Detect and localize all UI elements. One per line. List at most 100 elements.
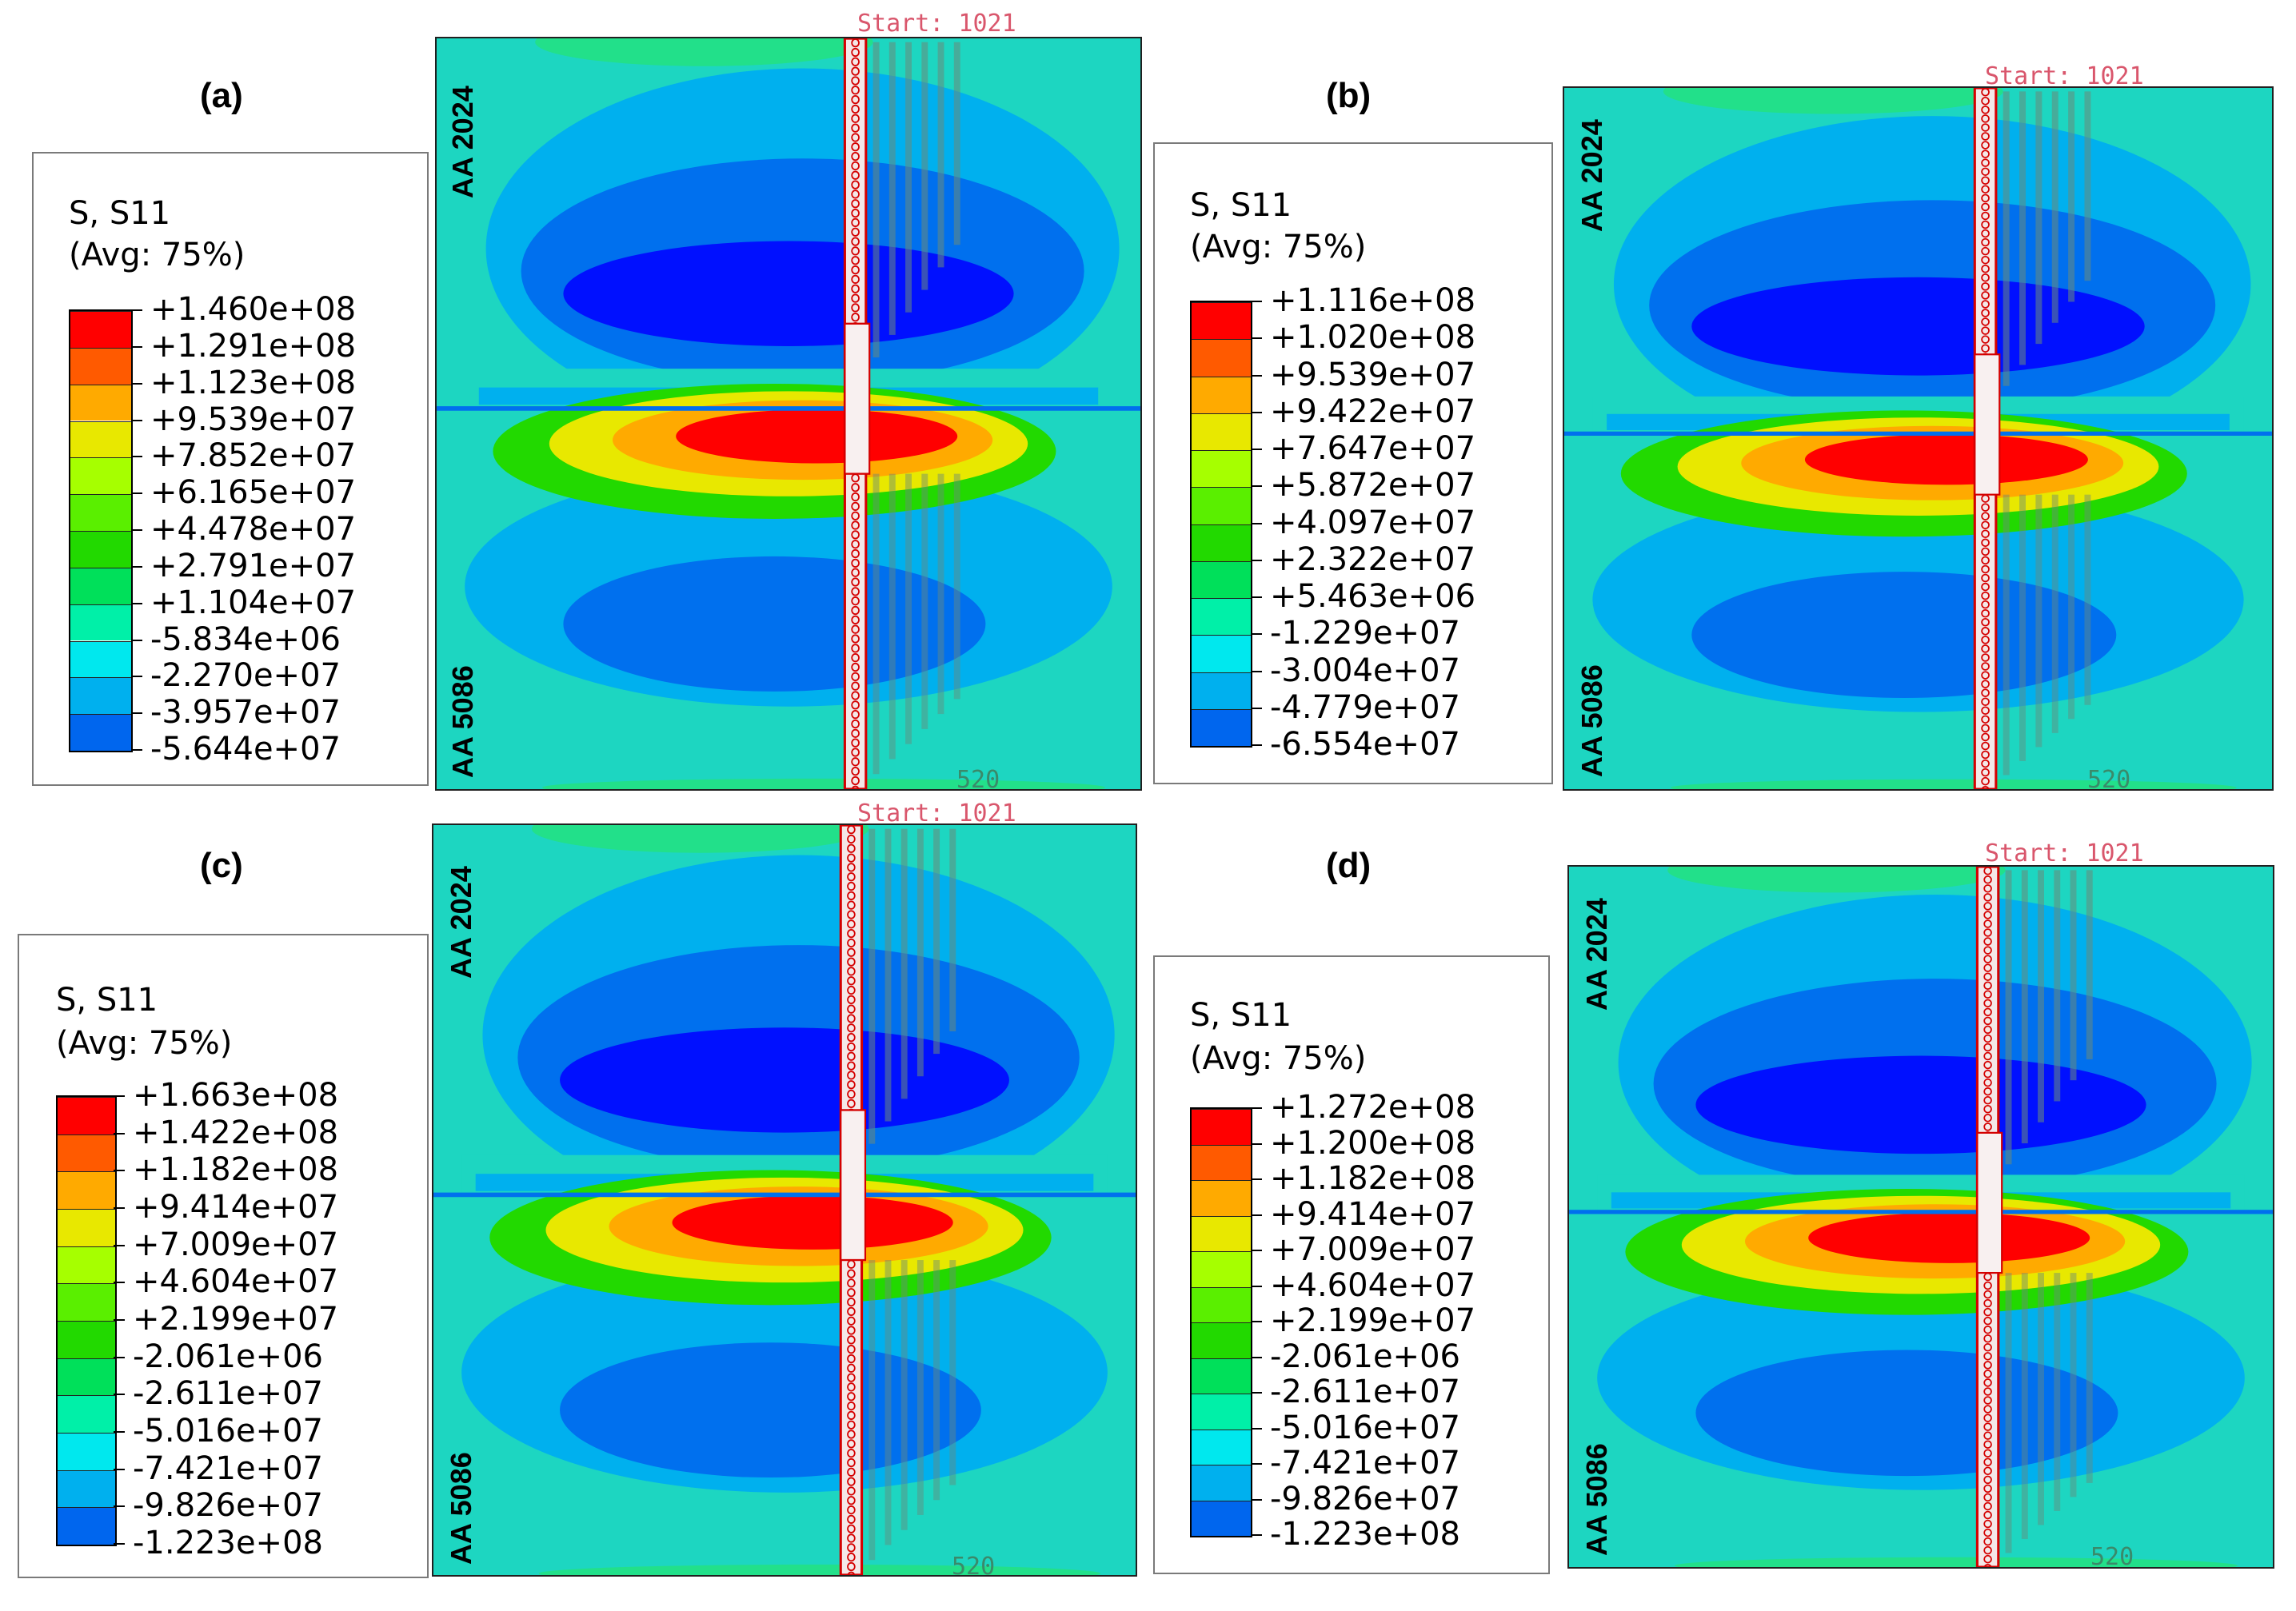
seam-node <box>851 114 860 123</box>
seam-node <box>851 47 860 58</box>
seam-node <box>1981 97 1990 106</box>
node-label-column <box>2003 494 2010 776</box>
upper-zone-core <box>560 1027 1009 1133</box>
top-edge-zone <box>535 38 873 66</box>
legend-subtitle-b: (Avg: 75%) <box>1190 229 1367 265</box>
seam-node <box>851 738 860 748</box>
legend-value: +4.604e+07 <box>1270 1266 1476 1304</box>
seam-node <box>851 86 860 95</box>
legend-tick <box>1251 411 1262 413</box>
seam-node <box>847 1496 856 1505</box>
seam-node <box>851 568 860 577</box>
seam-node <box>851 313 860 322</box>
legend-tick <box>131 565 142 568</box>
seam-node <box>847 1524 856 1533</box>
seam-node <box>847 995 856 1004</box>
seam-node <box>851 492 860 502</box>
legend-value: +1.104e+07 <box>150 584 357 621</box>
seam-node <box>847 947 856 957</box>
legend-swatch <box>1192 1429 1251 1465</box>
legend-values-d: +1.272e+08 +1.200e+08 +1.182e+08 +9.414e+07… <box>1251 1089 1535 1557</box>
legend-swatch <box>1192 413 1251 450</box>
legend-value: +5.872e+07 <box>1270 467 1476 504</box>
legend-value: +9.414e+07 <box>133 1189 339 1226</box>
seam-node <box>847 1004 856 1014</box>
legend-tick <box>1251 1214 1262 1216</box>
material-label-bottom-d: AA 5086 <box>1580 1443 1613 1556</box>
legend-value: -5.834e+06 <box>150 620 341 658</box>
legend-d: S, S11 (Avg: 75%) +1.272e+08 +1.200e+08 +1… <box>1153 955 1550 1574</box>
legend-swatch <box>70 714 131 751</box>
legend-tick <box>1251 1250 1262 1251</box>
legend-tick <box>114 1319 125 1321</box>
seam-node <box>1983 1325 1992 1334</box>
seam-node <box>847 1486 856 1496</box>
node-label-column <box>2054 870 2061 1102</box>
legend-swatch <box>58 1283 115 1321</box>
seam-node <box>1983 1370 1992 1378</box>
legend-swatch <box>1192 1394 1251 1430</box>
legend-swatch <box>1192 672 1251 709</box>
seam-node <box>1983 1105 1992 1114</box>
seam-node <box>1983 1422 1992 1431</box>
seam-node <box>851 596 860 606</box>
stress-contour-field <box>437 38 1140 789</box>
seam-node <box>1983 1501 1992 1511</box>
legend-value: +1.116e+08 <box>1270 282 1476 319</box>
material-label-top-b: AA 2024 <box>1575 119 1608 232</box>
seam-node <box>847 853 856 863</box>
seam-node <box>847 1430 856 1439</box>
material-label-bottom-c: AA 5086 <box>445 1452 477 1565</box>
legend-tick <box>114 1207 125 1209</box>
seam-node <box>847 891 856 900</box>
bottom-edge-zone <box>538 1564 1100 1575</box>
legend-b: S, S11 (Avg: 75%) +1.116e+08 +1.020e+08 +9… <box>1153 142 1553 784</box>
seam-node <box>851 624 860 634</box>
seam-node <box>1983 1034 1992 1043</box>
legend-value: -9.826e+07 <box>1270 1480 1460 1517</box>
legend-value: +4.604e+07 <box>133 1263 339 1301</box>
legend-tick <box>131 602 142 604</box>
contour-plot-c: AA 2024 AA 5086 <box>432 823 1137 1577</box>
legend-swatch <box>1192 1286 1251 1322</box>
node-label-column <box>921 473 928 729</box>
legend-swatch <box>1192 450 1251 488</box>
legend-swatch <box>1192 524 1251 561</box>
legend-colorbar-a <box>69 309 133 752</box>
legend-tick <box>1251 1356 1262 1358</box>
node-label-column <box>2035 91 2042 345</box>
seam-node <box>851 303 860 313</box>
legend-tick <box>1251 1107 1262 1109</box>
node-label-column <box>2003 91 2010 386</box>
seam-node <box>851 785 860 789</box>
node-label-column <box>2068 494 2075 720</box>
bottom-edge-zone <box>1675 1557 2238 1567</box>
node-label-column <box>2019 494 2026 761</box>
seam-node <box>1981 671 1990 680</box>
seam-node <box>851 548 860 559</box>
seam-node <box>847 1553 856 1562</box>
legend-swatch <box>58 1171 115 1209</box>
seam-node <box>1981 265 1990 273</box>
seam-node <box>851 227 860 237</box>
seam-node <box>851 199 860 209</box>
seam-node <box>1983 972 1992 981</box>
lower-zone-core <box>1695 1350 2118 1477</box>
seam-node <box>1983 1114 1992 1123</box>
seam-node <box>1981 106 1990 114</box>
legend-swatch <box>1192 1215 1251 1251</box>
seam-node <box>1981 282 1990 291</box>
start-annotation-d: Start: 1021 <box>1985 839 2144 867</box>
bottom-edge-zone <box>542 778 1105 789</box>
legend-tick <box>1251 485 1262 488</box>
seam-node <box>851 776 860 786</box>
top-edge-zone <box>1663 88 2003 114</box>
seam-node <box>851 66 860 76</box>
legend-swatch <box>70 531 131 568</box>
seam-node <box>1981 150 1990 158</box>
legend-tick <box>131 712 142 715</box>
node-label-column <box>2021 1273 2028 1539</box>
seam-node <box>847 1061 856 1071</box>
seam-node <box>1981 573 1990 583</box>
seam-node <box>851 728 860 738</box>
